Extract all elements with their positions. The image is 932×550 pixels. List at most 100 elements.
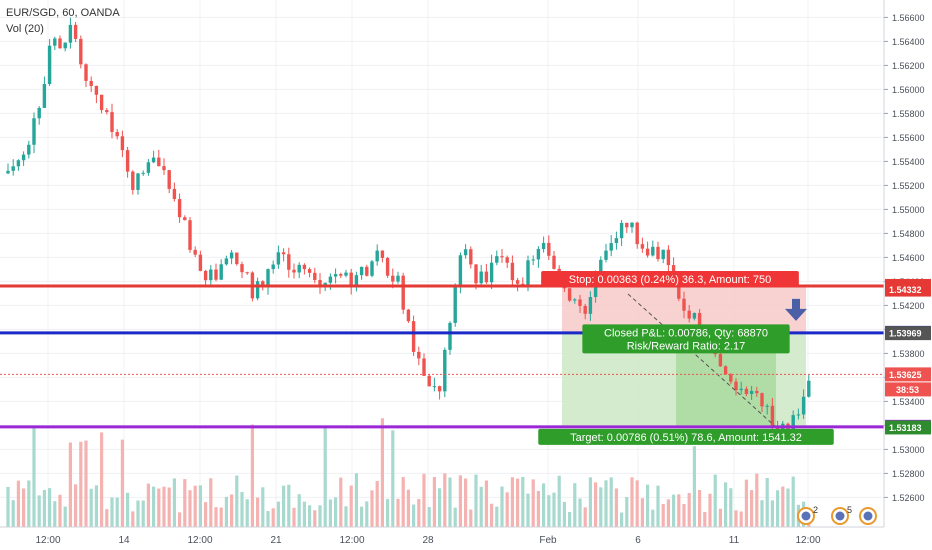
- candle: [214, 263, 218, 282]
- candle: [339, 272, 343, 279]
- event-badge[interactable]: [859, 507, 877, 525]
- event-badge[interactable]: 2: [797, 505, 818, 525]
- candle: [656, 241, 660, 262]
- volume-bar: [224, 496, 228, 527]
- candle: [640, 237, 645, 253]
- candle-body: [131, 171, 135, 190]
- price-tick-label: 1.55200: [892, 181, 925, 191]
- candle-body: [266, 269, 270, 287]
- candle: [614, 231, 619, 250]
- candle: [489, 254, 494, 290]
- volume-bar: [214, 507, 218, 527]
- volume-bar: [344, 506, 348, 527]
- volume-bar: [568, 512, 572, 527]
- candle: [359, 266, 364, 280]
- time-tick-label: 14: [118, 535, 130, 546]
- candle: [89, 76, 93, 93]
- volume-bar: [432, 477, 436, 527]
- price-tick-label: 1.55600: [892, 133, 925, 143]
- candle-body: [136, 173, 140, 190]
- volume-bar: [79, 441, 83, 527]
- candle-body: [541, 242, 546, 250]
- candle-body: [547, 242, 551, 256]
- candle: [463, 244, 468, 259]
- candle: [448, 321, 452, 355]
- volume-bar: [162, 486, 166, 527]
- candle-body: [734, 381, 738, 391]
- candle: [370, 260, 374, 278]
- candle-body: [583, 305, 587, 314]
- candle-body: [682, 298, 686, 311]
- volume-bar: [167, 487, 171, 527]
- candle: [198, 250, 203, 272]
- candle: [588, 291, 593, 321]
- candle: [578, 294, 582, 314]
- volume-bar: [323, 426, 327, 527]
- candle-body: [255, 281, 260, 299]
- candle-body: [510, 262, 515, 281]
- volume-bar: [448, 477, 452, 527]
- volume-bar: [651, 509, 655, 527]
- volume-bar: [614, 488, 618, 527]
- candle-body: [609, 243, 613, 251]
- closed-pnl-label-text: Closed P&L: 0.00786, Qty: 68870: [604, 327, 768, 339]
- candle-body: [27, 144, 31, 155]
- volume-bar: [692, 446, 696, 527]
- time-tick-label: Feb: [539, 535, 557, 546]
- candle: [661, 249, 665, 264]
- price-tick-label: 1.56000: [892, 85, 925, 95]
- candle-body: [281, 252, 286, 255]
- candle-body: [339, 274, 343, 276]
- volume-bar: [386, 499, 390, 527]
- volume-bar: [744, 479, 748, 527]
- volume-bar: [365, 501, 369, 527]
- volume-bar: [360, 506, 364, 527]
- volume-bar: [474, 474, 478, 527]
- volume-bar: [313, 510, 317, 527]
- volume-bar: [765, 477, 769, 527]
- candle-body: [484, 271, 489, 283]
- volume-bar: [37, 495, 41, 527]
- candle: [287, 247, 291, 278]
- volume-bar: [334, 497, 338, 527]
- candle: [583, 303, 587, 320]
- candle-body: [401, 275, 405, 310]
- candle-body: [209, 269, 213, 281]
- candle: [297, 262, 301, 279]
- volume-bar: [287, 484, 291, 527]
- stop-label: Stop: 0.00363 (0.24%) 36.3, Amount: 750: [541, 270, 799, 287]
- candle-body: [370, 261, 374, 276]
- candle: [692, 312, 697, 321]
- event-badge[interactable]: 5: [831, 505, 852, 525]
- candle: [630, 222, 634, 233]
- volume-bar: [464, 478, 468, 527]
- candle-body: [276, 252, 281, 265]
- candle: [16, 159, 21, 171]
- stop-label-text: Stop: 0.00363 (0.24%) 36.3, Amount: 750: [569, 274, 771, 286]
- candle-body: [396, 275, 400, 282]
- candle: [99, 94, 104, 114]
- candle: [354, 271, 359, 292]
- candle-body: [172, 188, 177, 200]
- trade-path-line: [627, 293, 779, 430]
- volume-bar: [469, 509, 473, 527]
- candle-body: [578, 299, 582, 306]
- candle-body: [411, 321, 416, 352]
- event-count: 5: [847, 505, 852, 515]
- volume-bar: [198, 485, 202, 527]
- candle: [42, 76, 47, 108]
- candle: [536, 246, 541, 268]
- candle-body: [349, 272, 353, 287]
- volume-bar: [729, 488, 733, 527]
- volume-indicator-label[interactable]: Vol (20): [6, 23, 44, 35]
- candle-body: [141, 172, 145, 174]
- candle: [292, 263, 296, 279]
- symbol-label[interactable]: EUR/SGD, 60, OANDA: [6, 7, 120, 19]
- volume-bar: [500, 486, 504, 527]
- volume-bar: [656, 485, 660, 527]
- event-count: 2: [813, 505, 818, 515]
- chart-legend: EUR/SGD, 60, OANDA Vol (20): [6, 5, 120, 37]
- axis-price-badge: 1.53183: [885, 420, 931, 435]
- candle-body: [443, 349, 447, 392]
